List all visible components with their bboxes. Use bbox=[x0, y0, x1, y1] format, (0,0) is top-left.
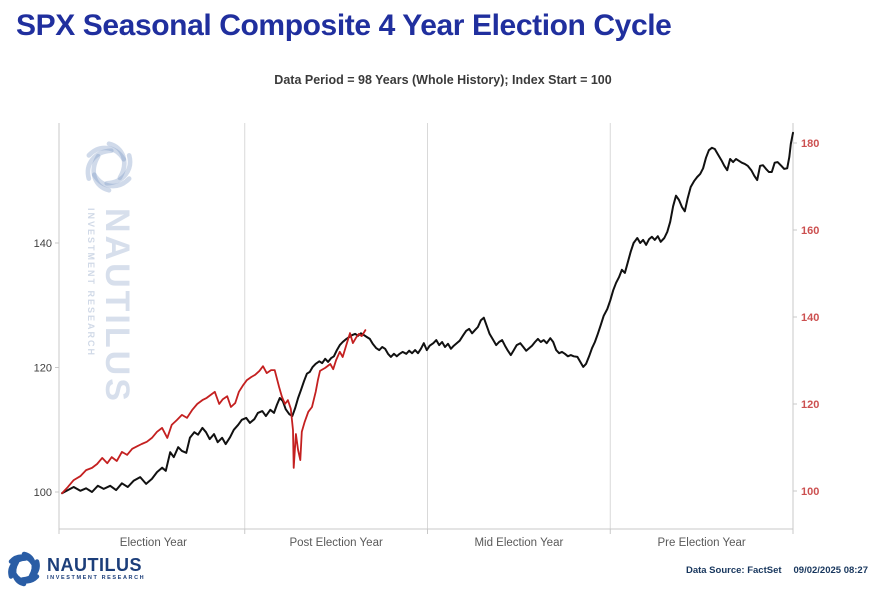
right-axis-tick-label: 120 bbox=[801, 399, 819, 411]
x-section-label: Mid Election Year bbox=[474, 537, 563, 549]
left-axis-tick-label: 140 bbox=[34, 238, 52, 250]
series-line-composite bbox=[61, 131, 794, 495]
data-source: Data Source: FactSet 09/02/2025 08:27 bbox=[686, 565, 868, 576]
left-axis-tick-label: 120 bbox=[34, 363, 52, 375]
nautilus-swirl-icon bbox=[8, 551, 40, 587]
right-axis-tick-label: 140 bbox=[801, 312, 819, 324]
x-section-label: Pre Election Year bbox=[658, 537, 746, 549]
brand-logo: NAUTILUS INVESTMENT RESEARCH bbox=[3, 549, 145, 589]
brand-tagline: INVESTMENT RESEARCH bbox=[47, 575, 146, 581]
data-source-timestamp: 09/02/2025 08:27 bbox=[793, 565, 868, 576]
right-axis-tick-label: 100 bbox=[801, 486, 819, 498]
chart-subtitle: Data Period = 98 Years (Whole History); … bbox=[274, 73, 612, 87]
data-source-label: Data Source: FactSet bbox=[685, 565, 782, 576]
page-title: SPX Seasonal Composite 4 Year Election C… bbox=[16, 9, 672, 42]
right-axis-tick-label: 160 bbox=[801, 225, 819, 237]
x-section-label: Post Election Year bbox=[289, 537, 383, 549]
left-axis-tick-label: 100 bbox=[34, 487, 52, 499]
brand-name: NAUTILUS bbox=[47, 555, 142, 575]
x-section-label: Election Year bbox=[120, 537, 187, 549]
series-line-current-cycle bbox=[61, 329, 367, 495]
right-axis-tick-label: 180 bbox=[801, 138, 819, 150]
